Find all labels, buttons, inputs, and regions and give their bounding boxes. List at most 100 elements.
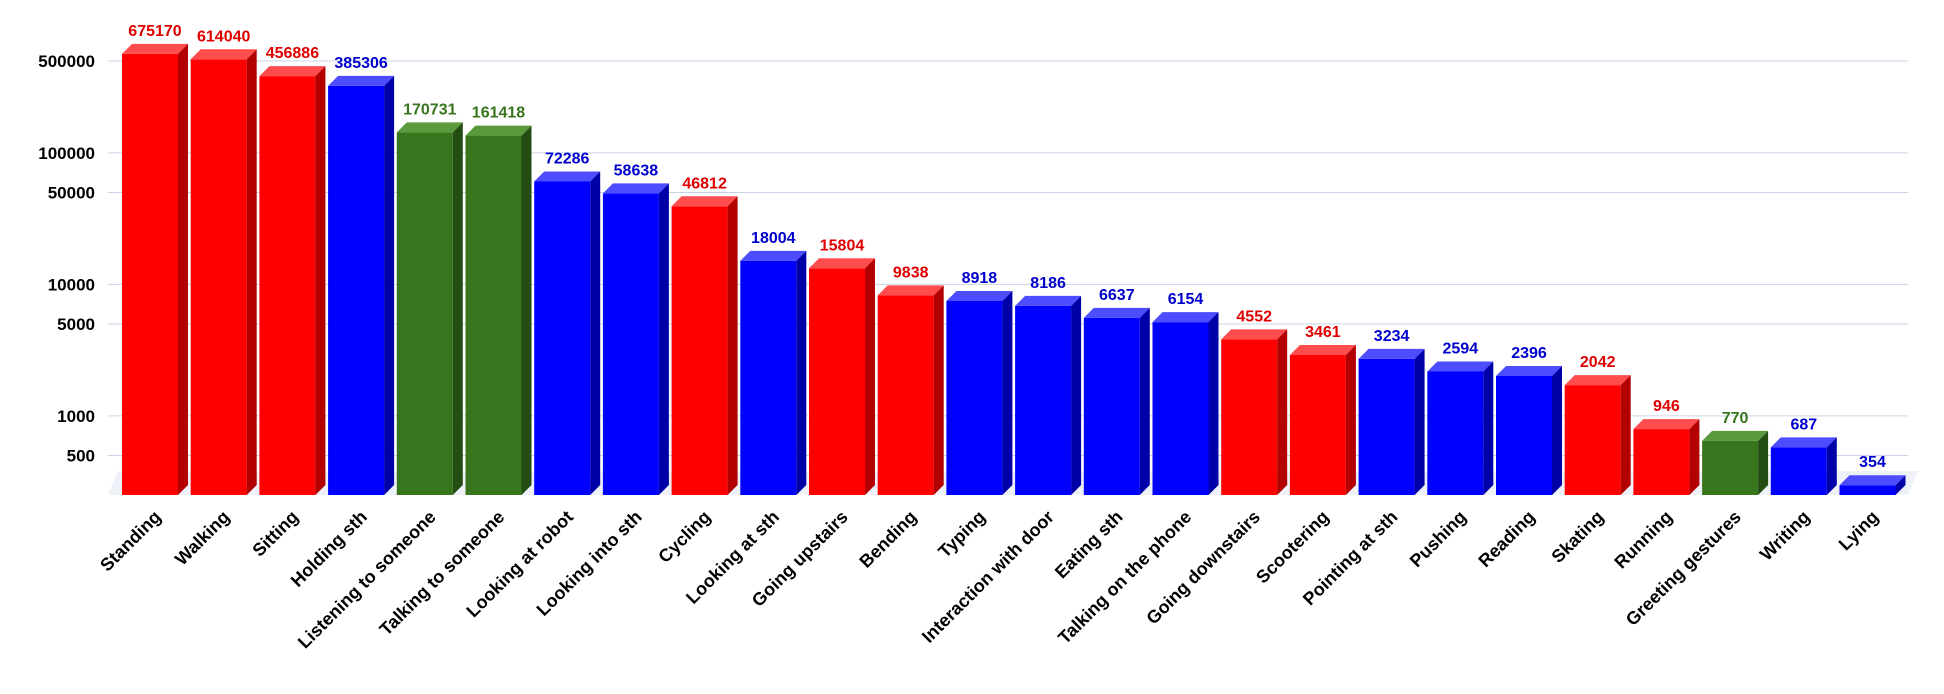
data-label: 2042 bbox=[1580, 354, 1616, 371]
bar bbox=[190, 49, 257, 495]
bar bbox=[122, 43, 188, 495]
bar-side bbox=[590, 171, 601, 496]
bar-top bbox=[534, 171, 601, 182]
bar bbox=[877, 285, 944, 495]
x-tick-label: Greeting gestures bbox=[1622, 507, 1745, 630]
bar-side bbox=[1002, 290, 1013, 495]
bar-side bbox=[1071, 295, 1082, 495]
bar-top bbox=[1496, 366, 1562, 377]
y-tick-label: 100000 bbox=[38, 144, 95, 163]
data-label: 456886 bbox=[266, 45, 319, 62]
bar bbox=[1633, 419, 1700, 495]
bar-side bbox=[1895, 475, 1906, 495]
bar bbox=[1839, 475, 1906, 495]
bar bbox=[946, 290, 1013, 495]
data-label: 6637 bbox=[1099, 287, 1135, 304]
bar-top bbox=[946, 290, 1013, 301]
bar-top bbox=[1358, 348, 1425, 359]
bar bbox=[1702, 430, 1769, 495]
bar bbox=[740, 250, 807, 495]
bar bbox=[1564, 375, 1631, 495]
data-labels: 675170 614040 456886 385306 170731 161418 7228… bbox=[128, 23, 1886, 471]
bar-top bbox=[1427, 361, 1494, 372]
bar bbox=[259, 66, 326, 495]
x-tick-label: Sitting bbox=[248, 507, 302, 561]
data-label: 354 bbox=[1859, 454, 1886, 471]
bar-top bbox=[671, 196, 738, 207]
x-tick-label: Cycling bbox=[654, 507, 714, 567]
bar-top bbox=[1564, 375, 1631, 386]
bar-side bbox=[1277, 329, 1288, 495]
bar-front bbox=[1289, 355, 1346, 495]
bar-side bbox=[1414, 348, 1425, 495]
bar-top bbox=[1770, 437, 1837, 448]
bar-top bbox=[877, 285, 944, 296]
y-tick-label: 5000 bbox=[57, 315, 95, 334]
bar-front bbox=[1633, 429, 1690, 495]
data-label: 170731 bbox=[403, 101, 456, 118]
x-tick-label: Talking to someone bbox=[376, 507, 509, 640]
bar bbox=[396, 122, 463, 495]
bar-top bbox=[259, 66, 326, 77]
bar-side bbox=[933, 285, 944, 495]
x-tick-label: Running bbox=[1610, 507, 1676, 573]
x-tick-label: Talking on the phone bbox=[1054, 507, 1195, 648]
bar bbox=[465, 125, 532, 495]
bar-top bbox=[1221, 329, 1288, 340]
bar-front bbox=[1839, 485, 1896, 495]
data-label: 9838 bbox=[893, 264, 929, 281]
bar bbox=[1221, 329, 1288, 495]
bar-front bbox=[122, 53, 178, 495]
bar-side bbox=[246, 49, 257, 495]
bar-side bbox=[178, 43, 188, 495]
data-label: 8186 bbox=[1030, 275, 1066, 292]
bar-top bbox=[1152, 312, 1219, 323]
bar-front bbox=[1564, 385, 1621, 495]
bar bbox=[1770, 437, 1837, 495]
data-label: 72286 bbox=[545, 150, 590, 167]
bar bbox=[809, 258, 875, 495]
bar bbox=[1427, 361, 1494, 495]
y-axis-ticks: 500 1000 5000 10000 50000 100000 500000 bbox=[38, 52, 95, 466]
data-label: 4552 bbox=[1236, 308, 1272, 325]
bar bbox=[671, 196, 738, 496]
x-tick-label: Reading bbox=[1474, 507, 1538, 571]
bar-front bbox=[602, 193, 659, 496]
bar bbox=[1358, 348, 1425, 495]
data-label: 385306 bbox=[334, 55, 387, 72]
bar-front bbox=[946, 300, 1003, 495]
bar-front bbox=[1702, 440, 1759, 495]
bar bbox=[1289, 345, 1356, 495]
data-label: 46812 bbox=[682, 175, 727, 192]
bar-side bbox=[315, 66, 326, 495]
data-label: 18004 bbox=[751, 230, 796, 247]
bar-top bbox=[396, 122, 463, 133]
data-label: 15804 bbox=[820, 237, 865, 254]
bar-front bbox=[1152, 322, 1209, 495]
bar-side bbox=[1826, 437, 1837, 495]
bar-front bbox=[877, 295, 934, 495]
bar-top bbox=[1289, 345, 1356, 356]
bar bbox=[1152, 312, 1219, 495]
bar-side bbox=[727, 196, 738, 496]
data-label: 2594 bbox=[1443, 340, 1479, 357]
x-tick-label: Typing bbox=[934, 507, 989, 562]
data-label: 2396 bbox=[1511, 345, 1547, 362]
bar-front bbox=[1221, 339, 1278, 495]
bar-front bbox=[1083, 317, 1140, 495]
x-tick-label: Listening to someone bbox=[294, 507, 440, 653]
bar-front bbox=[465, 135, 522, 495]
bar-side bbox=[796, 250, 807, 495]
bar-side bbox=[658, 183, 669, 496]
bar-side bbox=[1139, 307, 1150, 495]
bar-top bbox=[122, 43, 188, 54]
bar bbox=[328, 75, 395, 495]
data-label: 161418 bbox=[472, 105, 525, 122]
bar-front bbox=[1770, 447, 1827, 495]
x-tick-label: Bending bbox=[855, 507, 920, 572]
bar-top bbox=[740, 250, 807, 261]
bar bbox=[1083, 307, 1150, 495]
bar-front bbox=[1496, 376, 1552, 495]
